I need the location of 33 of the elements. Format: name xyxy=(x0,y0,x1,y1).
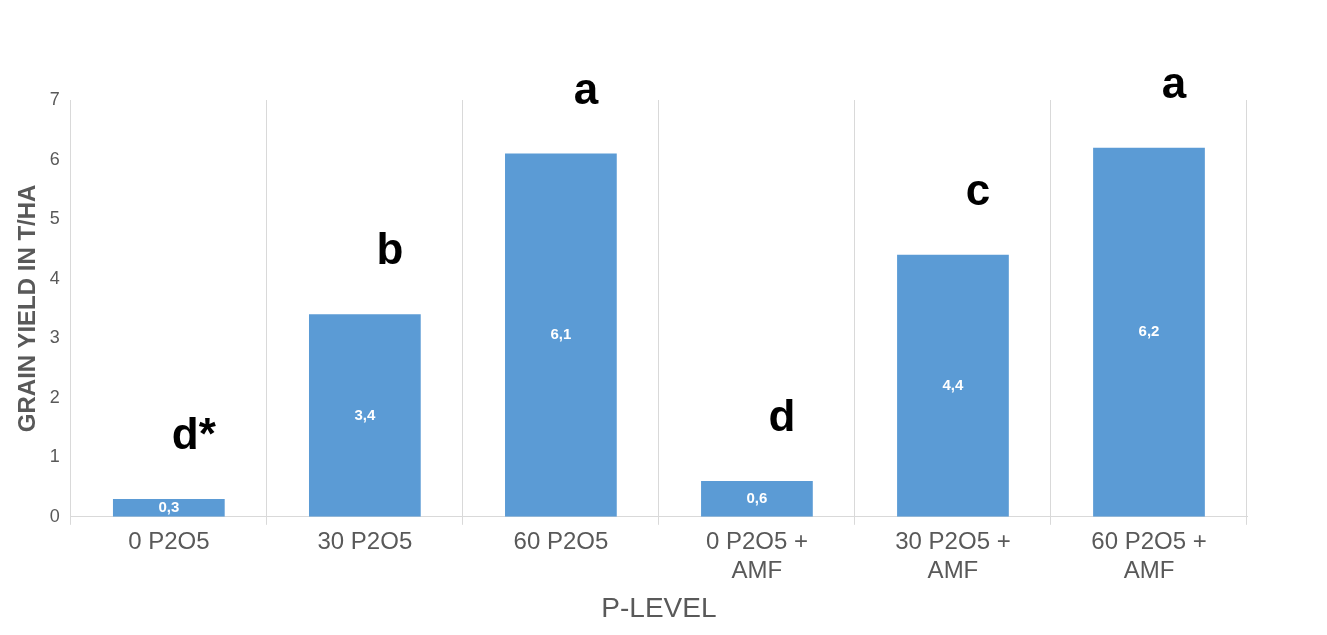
x-tick-label: 60 P2O5 + AMF xyxy=(1091,526,1207,583)
bar xyxy=(505,153,617,517)
annotation: a xyxy=(1161,57,1187,107)
annotation: d* xyxy=(171,409,217,459)
x-axis-title: P-LEVEL xyxy=(601,591,717,623)
y-tick-label: 4 xyxy=(49,267,60,288)
annotation: c xyxy=(965,164,991,214)
annotation: d xyxy=(768,391,796,441)
x-tick-label: 30 P2O5 xyxy=(317,526,413,554)
data-label: 0,6 xyxy=(746,489,768,507)
bar xyxy=(1093,147,1205,517)
y-tick-label: 0 xyxy=(49,505,60,526)
x-tick-label: 60 P2O5 xyxy=(513,526,609,554)
x-tick-label: 30 P2O5 + AMF xyxy=(895,526,1011,583)
annotation: b xyxy=(376,224,404,274)
y-tick-label: 2 xyxy=(49,386,60,407)
y-tick-label: 5 xyxy=(49,208,60,229)
data-label: 3,4 xyxy=(354,405,376,423)
data-label: 6,2 xyxy=(1138,322,1160,340)
annotation: a xyxy=(573,63,599,113)
y-axis-title: GRAIN YIELD IN T/HA xyxy=(13,184,41,433)
data-label: 6,1 xyxy=(550,325,572,343)
x-tick-label: 0 P2O5 + AMF xyxy=(705,526,808,583)
bar xyxy=(701,481,813,517)
data-label: 0,3 xyxy=(158,498,180,516)
data-label: 4,4 xyxy=(942,375,965,393)
x-tick-label: 0 P2O5 xyxy=(128,526,210,554)
bar xyxy=(897,254,1009,517)
y-tick-label: 3 xyxy=(49,327,60,348)
y-tick-label: 1 xyxy=(49,446,60,467)
y-tick-label: 7 xyxy=(49,88,60,109)
bar xyxy=(308,314,421,517)
y-tick-label: 6 xyxy=(49,148,60,169)
